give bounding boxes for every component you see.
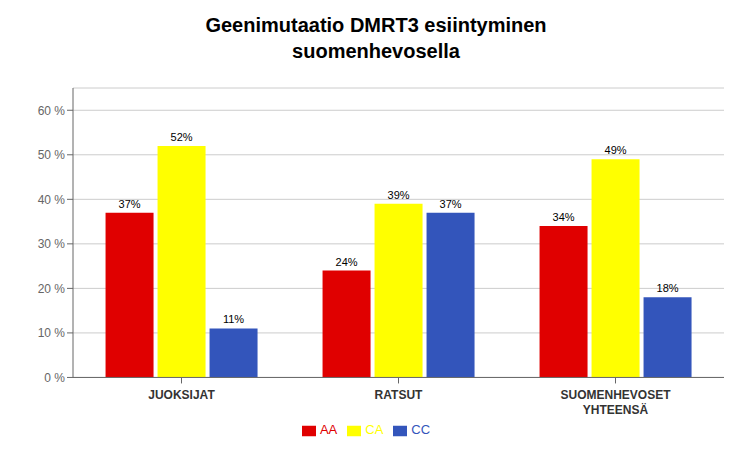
svg-text:34%: 34% xyxy=(553,211,575,223)
svg-text:52%: 52% xyxy=(171,131,193,143)
html-text:CA: CA xyxy=(365,422,384,438)
svg-text:SUOMENHEVOSETYHTEENSÄ: SUOMENHEVOSETYHTEENSÄ xyxy=(560,388,671,417)
svg-text:39%: 39% xyxy=(388,189,410,201)
svg-text:37%: 37% xyxy=(119,198,141,210)
svg-text:18%: 18% xyxy=(657,282,679,294)
svg-text:40 %: 40 % xyxy=(38,193,66,207)
html-text:AA: AA xyxy=(319,422,338,438)
svg-text:30 %: 30 % xyxy=(38,237,66,251)
svg-text:0 %: 0 % xyxy=(44,371,65,385)
svg-text:11%: 11% xyxy=(223,313,244,325)
svg-text:50 %: 50 % xyxy=(38,148,66,162)
svg-text:RATSUT: RATSUT xyxy=(375,388,423,402)
svg-text:49%: 49% xyxy=(605,144,627,156)
svg-text:10 %: 10 % xyxy=(38,326,66,340)
svg-text:JUOKSIJAT: JUOKSIJAT xyxy=(148,388,215,402)
svg-text:20 %: 20 % xyxy=(38,282,66,296)
svg-text:60 %: 60 % xyxy=(38,104,66,118)
html-text:CC: CC xyxy=(411,422,431,438)
html-text:Geenimutaatio DMRT3 esiintymin: Geenimutaatio DMRT3 esiintyminen suomenh… xyxy=(205,14,547,62)
svg-text:24%: 24% xyxy=(336,256,358,268)
svg-text:37%: 37% xyxy=(440,198,462,210)
